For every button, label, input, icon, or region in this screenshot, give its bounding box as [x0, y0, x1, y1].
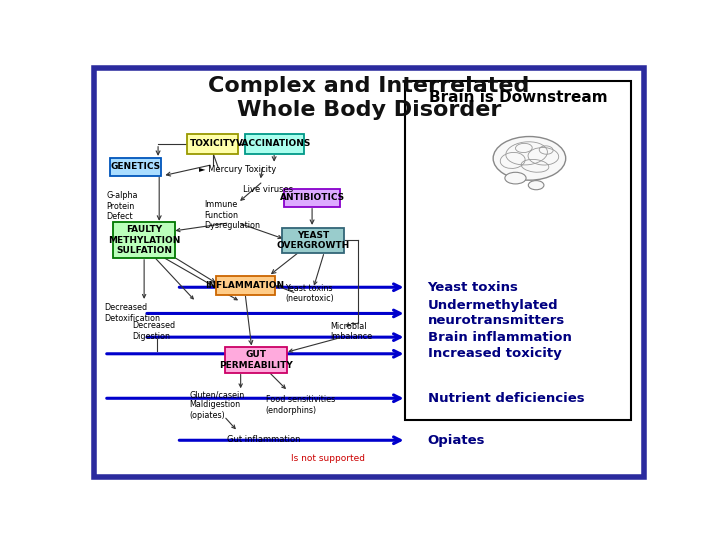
Ellipse shape: [528, 180, 544, 190]
Text: GUT
PERMEABILITY: GUT PERMEABILITY: [219, 350, 292, 370]
Text: Gut inflammation: Gut inflammation: [227, 435, 300, 443]
Text: Microbial
Imbalance: Microbial Imbalance: [330, 322, 372, 341]
Text: Gluten/casein
Maldigestion
(opiates): Gluten/casein Maldigestion (opiates): [189, 390, 245, 420]
Text: Yeast toxins: Yeast toxins: [428, 281, 518, 294]
Text: Is not supported: Is not supported: [291, 455, 365, 463]
Text: TOXICITY: TOXICITY: [189, 139, 236, 148]
Text: Decreased
Digestion: Decreased Digestion: [132, 321, 175, 341]
Text: Brain inflammation: Brain inflammation: [428, 330, 572, 343]
Ellipse shape: [505, 172, 526, 184]
Text: INFLAMMATION: INFLAMMATION: [206, 281, 284, 289]
FancyBboxPatch shape: [284, 188, 341, 207]
FancyBboxPatch shape: [113, 222, 175, 258]
Text: ANTIBIOTICS: ANTIBIOTICS: [279, 193, 345, 202]
Text: Opiates: Opiates: [428, 434, 485, 447]
Text: Complex and Interrelated
Whole Body Disorder: Complex and Interrelated Whole Body Diso…: [208, 76, 530, 120]
Text: FAULTY
METHYLATION
SULFATION: FAULTY METHYLATION SULFATION: [108, 225, 180, 255]
Text: Increased toxicity: Increased toxicity: [428, 347, 562, 360]
Ellipse shape: [493, 137, 566, 180]
FancyBboxPatch shape: [187, 134, 238, 154]
FancyBboxPatch shape: [225, 347, 287, 373]
FancyBboxPatch shape: [245, 134, 304, 154]
Text: Immune
Function
Dysregulation: Immune Function Dysregulation: [204, 200, 261, 230]
Text: Undermethylated
neurotransmitters: Undermethylated neurotransmitters: [428, 300, 564, 327]
FancyBboxPatch shape: [215, 275, 275, 295]
FancyBboxPatch shape: [110, 158, 161, 176]
FancyBboxPatch shape: [282, 227, 344, 253]
Text: YEAST
OVERGROWTH: YEAST OVERGROWTH: [276, 231, 350, 250]
Text: VACCINATIONS: VACCINATIONS: [236, 139, 312, 148]
Text: Live viruses: Live viruses: [243, 185, 294, 194]
Text: Yeast toxins
(neurotoxic): Yeast toxins (neurotoxic): [285, 284, 334, 303]
Text: GENETICS: GENETICS: [111, 162, 161, 171]
Text: Food sensitivities
(endorphins): Food sensitivities (endorphins): [266, 395, 335, 415]
Text: Nutrient deficiencies: Nutrient deficiencies: [428, 392, 584, 405]
Text: Brain is Downstream: Brain is Downstream: [429, 90, 608, 105]
Text: G-alpha
Protein
Defect: G-alpha Protein Defect: [107, 191, 138, 221]
Text: ► Mercury Toxicity: ► Mercury Toxicity: [199, 165, 276, 174]
FancyBboxPatch shape: [405, 82, 631, 420]
Text: Decreased
Detoxification: Decreased Detoxification: [104, 303, 160, 323]
